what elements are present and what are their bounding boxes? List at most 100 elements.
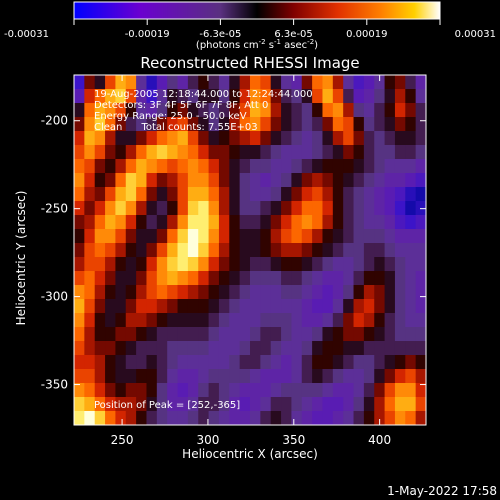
heatmap-cell — [229, 299, 241, 314]
heatmap-cell — [105, 411, 117, 425]
heatmap-cell — [374, 201, 386, 216]
heatmap-cell — [394, 75, 406, 90]
heatmap-cell — [218, 201, 230, 216]
heatmap-cell — [281, 75, 293, 90]
heatmap-cell — [332, 145, 344, 160]
heatmap-cell — [332, 159, 344, 174]
heatmap-cell — [198, 383, 210, 398]
heatmap-cell — [218, 341, 230, 356]
heatmap-cell — [322, 355, 334, 370]
heatmap-cell — [115, 341, 127, 356]
heatmap-cell — [198, 173, 210, 188]
colorbar-unit-label: (photons cm-2 s-1 asec-2) — [196, 38, 318, 51]
heatmap-cell — [198, 215, 210, 230]
heatmap-cell — [198, 327, 210, 342]
heatmap-cell — [374, 103, 386, 118]
heatmap-cell — [415, 257, 426, 272]
heatmap-cell — [239, 313, 251, 328]
heatmap-cell — [322, 89, 334, 104]
heatmap-cell — [260, 229, 272, 244]
heatmap-cell — [332, 187, 344, 202]
heatmap-cell — [218, 229, 230, 244]
heatmap-cell — [343, 285, 355, 300]
heatmap-cell — [146, 397, 158, 412]
heatmap-cell — [394, 103, 406, 118]
heatmap-cell — [332, 103, 344, 118]
heatmap-cell — [301, 257, 313, 272]
heatmap-cell — [394, 229, 406, 244]
heatmap-cell — [374, 313, 386, 328]
heatmap-cell — [332, 243, 344, 258]
heatmap-cell — [74, 383, 85, 398]
heatmap-cell — [281, 355, 293, 370]
heatmap-cell — [322, 159, 334, 174]
heatmap-cell — [167, 201, 179, 216]
heatmap-cell — [125, 327, 137, 342]
heatmap-cell — [343, 271, 355, 286]
heatmap-cell — [322, 411, 334, 425]
heatmap-cell — [146, 383, 158, 398]
heatmap-cell — [363, 397, 375, 412]
heatmap-cell — [187, 243, 199, 258]
heatmap-cell — [353, 75, 365, 90]
heatmap-cell — [229, 117, 241, 132]
heatmap-cell — [363, 243, 375, 258]
heatmap-cell — [229, 355, 241, 370]
heatmap-cell — [94, 327, 106, 342]
heatmap-cell — [198, 187, 210, 202]
heatmap-cell — [312, 117, 324, 132]
heatmap-cell — [156, 355, 168, 370]
heatmap-cell — [291, 327, 303, 342]
heatmap-cell — [218, 89, 230, 104]
heatmap-cell — [167, 257, 179, 272]
heatmap-cell — [291, 229, 303, 244]
heatmap-cell — [167, 285, 179, 300]
heatmap-cell — [415, 159, 426, 174]
heatmap-cell — [291, 257, 303, 272]
heatmap-cell — [125, 285, 137, 300]
heatmap-cell — [177, 383, 189, 398]
heatmap-cell — [394, 369, 406, 384]
heatmap-cell — [177, 75, 189, 90]
heatmap-cell — [115, 201, 127, 216]
heatmap-cell — [270, 271, 282, 286]
heatmap-cell — [353, 327, 365, 342]
heatmap-cell — [270, 285, 282, 300]
heatmap-cell — [239, 257, 251, 272]
heatmap-cell — [105, 397, 117, 412]
heatmap-cell — [146, 313, 158, 328]
heatmap-cell — [301, 355, 313, 370]
heatmap-cell — [353, 131, 365, 146]
heatmap-cell — [136, 75, 148, 90]
heatmap-cell — [74, 299, 85, 314]
heatmap-cell — [136, 215, 148, 230]
heatmap-cell — [332, 355, 344, 370]
heatmap-cell — [239, 187, 251, 202]
heatmap-cell — [312, 271, 324, 286]
heatmap-cell — [239, 145, 251, 160]
heatmap-cell — [281, 285, 293, 300]
heatmap-cell — [394, 159, 406, 174]
heatmap-cell — [374, 355, 386, 370]
heatmap-cell — [312, 75, 324, 90]
heatmap-cell — [332, 75, 344, 90]
heatmap-cell — [208, 187, 220, 202]
heatmap-cell — [167, 327, 179, 342]
heatmap-cell — [384, 75, 396, 90]
heatmap-cell — [167, 89, 179, 104]
heatmap-cell — [384, 187, 396, 202]
heatmap-cell — [115, 271, 127, 286]
heatmap-cell — [415, 327, 426, 342]
heatmap-cell — [415, 243, 426, 258]
colorbar-gradient — [73, 1, 441, 20]
heatmap-cell — [250, 229, 261, 244]
heatmap-cell — [363, 75, 375, 90]
heatmap-cell — [405, 229, 417, 244]
heatmap-cell — [394, 89, 406, 104]
heatmap-cell — [270, 215, 282, 230]
heatmap-cell — [115, 131, 127, 146]
heatmap-cell — [312, 397, 324, 412]
heatmap-cell — [177, 117, 189, 132]
heatmap-cell — [177, 229, 189, 244]
heatmap-cell — [115, 159, 127, 174]
